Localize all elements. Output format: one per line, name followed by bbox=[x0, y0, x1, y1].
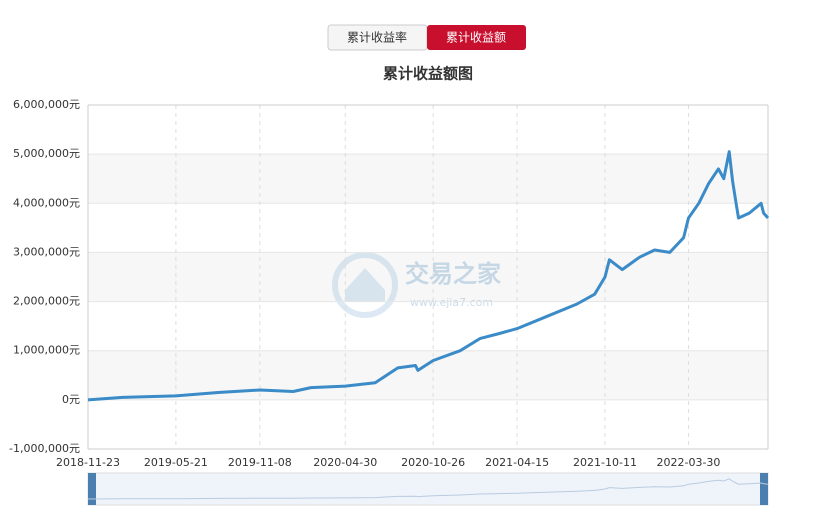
x-tick-label: 2019-05-21 bbox=[144, 456, 208, 469]
grid-band bbox=[88, 350, 768, 400]
tab-label[interactable]: 累计收益额 bbox=[446, 31, 506, 45]
watermark: 交易之家 www.ejia7.com bbox=[332, 252, 501, 318]
x-tick-label: 2019-11-08 bbox=[228, 456, 292, 469]
tab-label[interactable]: 累计收益率 bbox=[347, 30, 407, 45]
watermark-logo bbox=[345, 268, 385, 302]
grid-band bbox=[88, 154, 768, 204]
watermark-logo bbox=[332, 252, 398, 318]
tab-button-active[interactable] bbox=[427, 25, 526, 50]
watermark-url: www.ejia7.com bbox=[410, 296, 493, 309]
y-tick-label: 0元 bbox=[62, 393, 80, 406]
line-series bbox=[87, 150, 770, 402]
y-tick-label: 4,000,000元 bbox=[13, 196, 80, 209]
x-tick-label: 2022-03-30 bbox=[656, 456, 720, 469]
y-tick-label: 3,000,000元 bbox=[13, 245, 80, 258]
y-tick-label: 5,000,000元 bbox=[13, 147, 80, 160]
zoom-handle[interactable] bbox=[88, 473, 96, 505]
data-zoom[interactable] bbox=[87, 472, 769, 506]
watermark-text: 交易之家 bbox=[405, 260, 501, 288]
y-tick-label: -1,000,000元 bbox=[9, 442, 80, 455]
tab-group[interactable]: 累计收益率 累计收益额 bbox=[327, 24, 526, 51]
zoom-track[interactable] bbox=[87, 472, 769, 506]
grid-band bbox=[88, 252, 768, 302]
x-tick-label: 2021-04-15 bbox=[485, 456, 549, 469]
zoom-overview bbox=[87, 478, 769, 500]
x-tick-label: 2018-11-23 bbox=[56, 456, 120, 469]
y-tick-label: 2,000,000元 bbox=[13, 295, 80, 308]
x-tick-label: 2020-04-30 bbox=[313, 456, 377, 469]
chart-title: 累计收益额图 bbox=[383, 65, 473, 83]
x-tick-label: 2020-10-26 bbox=[401, 456, 465, 469]
zoom-handle[interactable] bbox=[760, 473, 768, 505]
x-tick-label: 2021-10-11 bbox=[573, 456, 637, 469]
y-tick-label: 6,000,000元 bbox=[13, 98, 80, 111]
y-tick-label: 1,000,000元 bbox=[13, 344, 80, 357]
